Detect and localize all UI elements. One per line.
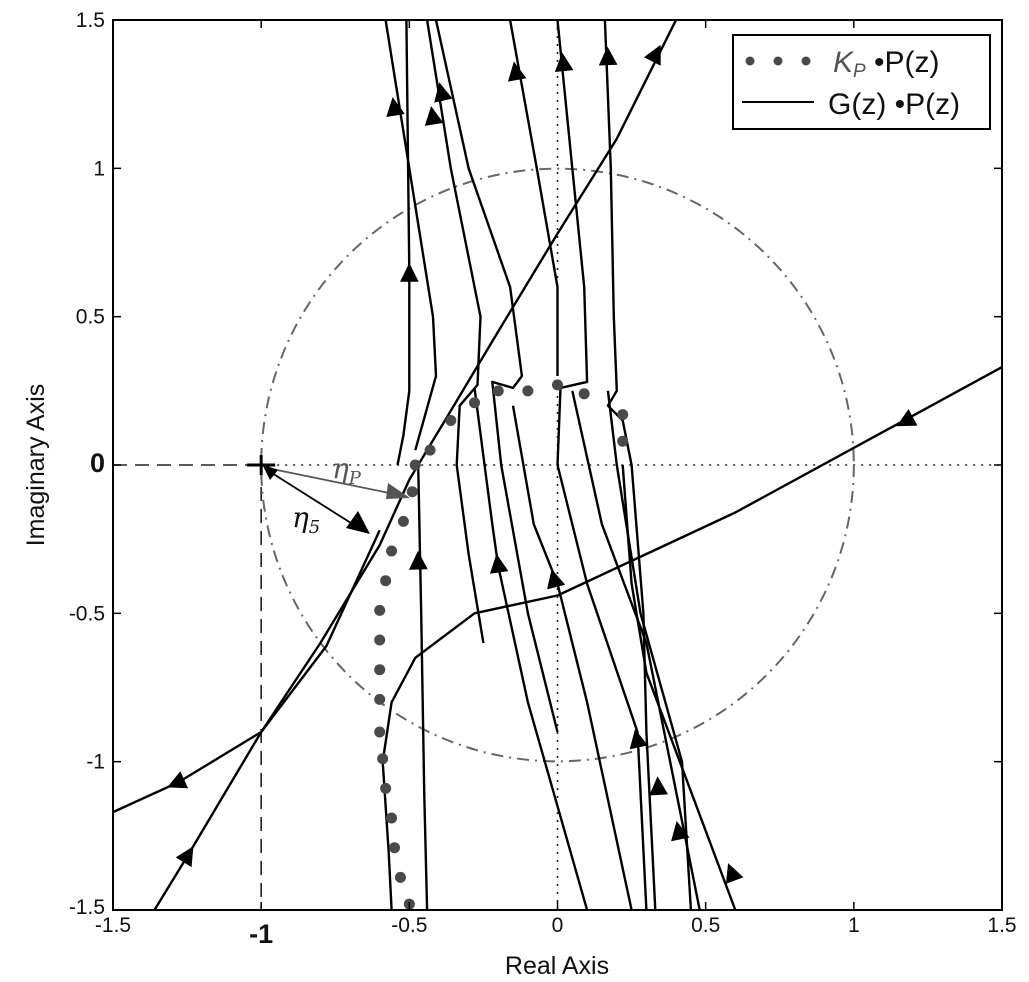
eta-p-arrowhead-icon [386,483,410,499]
legend-dot-icon [801,56,811,66]
legend-dot-icon [773,56,783,66]
direction-arrow-icon [554,52,574,72]
kp-data-point [389,842,401,854]
axis-ticks: -1.5 -1 -0.5 0 0.5 1 1.5 1.5 1 0.5 0 -0.5 -1 -1.5 [69,9,1017,949]
x-tick-label: 0.5 [691,914,720,937]
annotation-eta-5: η5 [292,501,320,538]
kp-data-point [469,397,481,409]
kp-data-point [617,435,629,447]
kp-data-point [397,515,409,527]
direction-arrow-icon [671,821,690,842]
direction-arrow-icon [386,97,405,117]
kp-data-point [374,604,386,616]
plot-content [113,20,1002,910]
kp-data-point [394,871,406,883]
locus-branch-b9 [508,20,559,376]
y-tick-label: -1.5 [69,896,105,919]
y-tick-label: -1 [86,751,105,774]
critical-arrowhead-icon [262,464,278,480]
locus-branch-b3 [113,529,381,814]
x-tick-label: 1.5 [987,914,1016,937]
y-tick-label: 0 [90,448,105,478]
direction-arrow-icon [598,46,618,66]
locus-branch-b7 [425,20,485,644]
annotation-eta-p: ηP [332,452,362,489]
eta-5-arrow [266,469,363,531]
kp-data-point [409,459,421,471]
kp-data-point [377,753,389,765]
y-tick-label: 0.5 [76,306,105,329]
direction-arrow-icon [434,82,453,103]
y-tick-label: 1 [93,157,105,180]
locus-branch-b1 [381,366,1002,910]
x-tick-label: 1 [848,914,860,937]
kp-data-point [424,444,436,456]
direction-arrow-icon [409,550,428,570]
y-axis-label: Imaginary Axis [22,384,50,547]
direction-arrow-icon [644,44,661,66]
direction-arrow-icon [489,553,509,574]
kp-data-point [552,379,563,391]
kp-data-point [492,385,504,397]
locus-branch-b13 [571,390,701,910]
x-tick-label: 0 [552,914,564,937]
kp-data-point [374,634,386,646]
locus-branch-b2 [417,464,429,910]
locus-branch-b11 [603,20,657,910]
kp-data-point [522,385,534,397]
locus-branch-b15 [473,387,589,910]
direction-arrow-icon [424,106,444,126]
legend-label-kp: KP •P(z) [833,46,940,82]
locus-branch-b8 [434,20,559,733]
direction-arrow-icon [629,729,648,750]
unit-circle [260,167,855,763]
locus-branch-b5 [396,20,411,466]
direction-arrow-icon [175,846,194,868]
eta-p-arrow [266,467,405,497]
locus-branch-b12 [606,390,693,910]
kp-data-point [380,782,392,794]
legend-dot-icon [745,56,755,66]
kp-data-point [374,664,386,676]
legend: KP •P(z) G(z) •P(z) [732,34,991,130]
x-tick-label: -0.5 [391,914,427,937]
direction-arrow-icon [508,61,527,82]
direction-arrow-icon [896,409,918,427]
kp-data-point [445,415,457,426]
legend-label-gz: G(z) •P(z) [828,88,960,121]
eta-5-arrowhead-icon [346,511,370,534]
kp-data-point [380,575,392,587]
direction-arrow-icon [167,771,189,789]
legend-box [732,34,991,130]
kp-data-point [374,726,386,738]
locus-branch-b14 [621,464,737,910]
kp-data-point [374,693,386,705]
x-tick-label: -1.5 [95,914,131,937]
locus-branch-b6 [384,20,438,451]
direction-arrow-icon [649,776,668,796]
kp-data-point [617,409,629,421]
x-axis-label: Real Axis [505,952,609,980]
kp-data-point [406,486,418,498]
kp-data-point [386,812,398,824]
locus-branch-b16 [511,405,633,910]
y-tick-label: 1.5 [76,9,105,32]
direction-arrow-icon [400,263,419,282]
kp-data-point [578,388,590,400]
kp-data-point [386,545,398,557]
y-tick-label: -0.5 [69,602,105,625]
x-tick-label: -1 [249,919,273,949]
locus-branch-b4 [153,20,678,910]
direction-arrow-icon [725,863,744,884]
